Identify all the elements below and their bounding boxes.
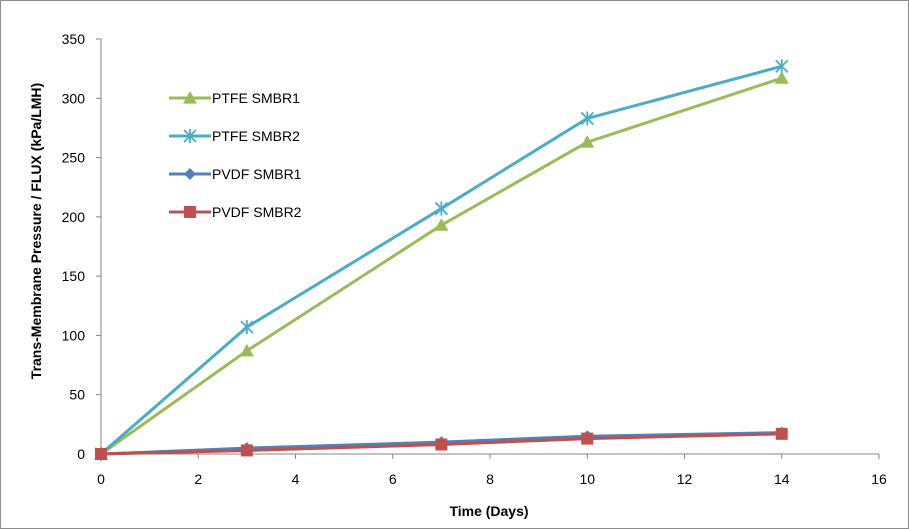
legend-label: PVDF SMBR2 xyxy=(212,204,302,220)
data-point xyxy=(580,135,595,148)
axes: 0 50 100 150 200 250 300 350 0 2 4 6 8 10 12 14 16 xyxy=(62,31,887,487)
legend-marker xyxy=(183,129,197,143)
legend-marker xyxy=(184,168,196,180)
series-ptfe-smbr2 xyxy=(94,59,789,461)
x-axis-title: Time (Days) xyxy=(449,503,528,519)
y-tick-label: 300 xyxy=(62,90,86,106)
y-tick-label: 350 xyxy=(62,31,86,47)
y-tick-label: 0 xyxy=(77,446,85,462)
x-tick-label: 14 xyxy=(774,471,790,487)
x-tick-label: 2 xyxy=(194,471,202,487)
y-tick-label: 100 xyxy=(62,327,86,343)
data-point xyxy=(434,201,449,216)
legend-item: PVDF SMBR2 xyxy=(169,204,302,220)
legend-marker xyxy=(184,206,196,218)
legend-item: PTFE SMBR2 xyxy=(169,128,300,144)
legend-item: PVDF SMBR1 xyxy=(169,166,302,182)
y-axis-title: Trans-Membrane Pressure / FLUX (kPa/LMH) xyxy=(28,83,44,379)
x-tick-label: 6 xyxy=(389,471,397,487)
legend-item: PTFE SMBR1 xyxy=(169,90,300,106)
y-tick-label: 250 xyxy=(62,150,86,166)
legend: PTFE SMBR1 PTFE SMBR2 PVDF SMBR1 PVDF SMBR2 xyxy=(169,90,302,220)
legend-marker xyxy=(183,91,197,104)
series-ptfe-smbr1 xyxy=(94,71,789,460)
legend-label: PTFE SMBR2 xyxy=(212,128,300,144)
data-point xyxy=(580,111,594,126)
data-point xyxy=(434,218,449,231)
x-tick-label: 16 xyxy=(871,471,887,487)
data-point xyxy=(581,432,594,445)
y-tick-label: 50 xyxy=(69,387,85,403)
series-line xyxy=(100,64,783,456)
data-point xyxy=(774,71,789,84)
data-point xyxy=(775,59,789,74)
data-point xyxy=(775,427,788,440)
y-tick-label: 200 xyxy=(62,209,86,225)
data-point xyxy=(95,448,107,460)
x-tick-label: 12 xyxy=(677,471,693,487)
data-point xyxy=(240,320,254,335)
series-layer xyxy=(94,59,789,461)
x-tick-label: 4 xyxy=(292,471,300,487)
legend-label: PVDF SMBR1 xyxy=(212,166,302,182)
x-tick-label: 8 xyxy=(486,471,494,487)
x-tick-label: 0 xyxy=(97,471,105,487)
series-pvdf-smbr2 xyxy=(95,427,788,460)
x-tick-label: 10 xyxy=(579,471,595,487)
y-tick-label: 150 xyxy=(62,268,86,284)
data-point xyxy=(239,343,254,357)
data-point xyxy=(240,444,253,457)
data-point xyxy=(435,438,448,451)
legend-label: PTFE SMBR1 xyxy=(212,90,300,106)
